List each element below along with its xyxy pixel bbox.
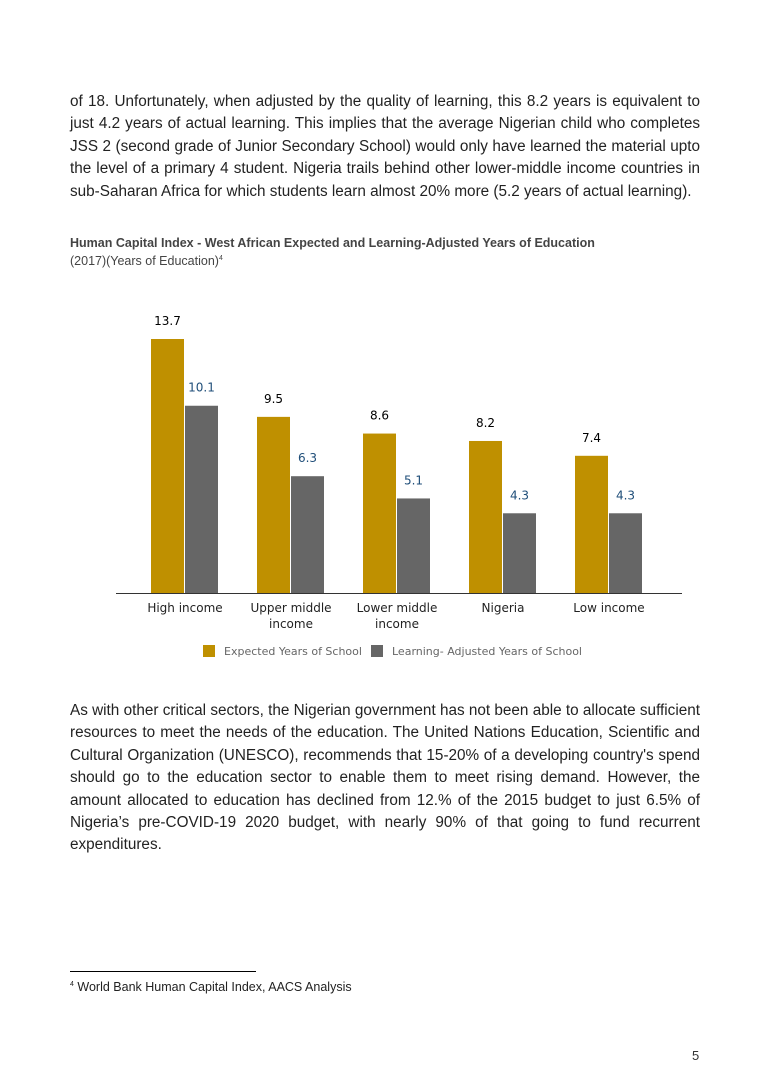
data-label: 5.1: [404, 473, 423, 487]
footnote-text: World Bank Human Capital Index, AACS Ana…: [77, 980, 352, 994]
bar-learning-adjusted: [291, 476, 324, 593]
data-label: 8.6: [370, 409, 389, 423]
bar-expected: [151, 339, 184, 593]
category-label: Nigeria: [482, 601, 525, 615]
bar-learning-adjusted: [185, 405, 218, 593]
category-label: Upper middle: [250, 601, 331, 615]
data-label: 8.2: [476, 416, 495, 430]
bar-learning-adjusted: [397, 498, 430, 593]
data-label: 4.3: [616, 488, 635, 502]
data-label: 7.4: [582, 431, 601, 445]
footnote-divider: [70, 971, 256, 972]
page-number: 5: [692, 1048, 700, 1063]
data-label: 10.1: [188, 381, 215, 395]
bar-expected: [363, 433, 396, 593]
chart-title: Human Capital Index - West African Expec…: [70, 236, 595, 250]
data-label: 4.3: [510, 488, 529, 502]
bar-learning-adjusted: [609, 513, 642, 593]
category-label: income: [375, 617, 419, 631]
chart-subtitle-text: (2017)(Years of Education): [70, 254, 219, 268]
legend-label: Learning- Adjusted Years of School: [392, 645, 582, 658]
bar-expected: [469, 440, 502, 593]
legend-swatch: [203, 645, 215, 657]
bar-expected: [575, 455, 608, 593]
category-label: income: [269, 617, 313, 631]
category-label: Low income: [573, 601, 644, 615]
category-label: High income: [147, 601, 222, 615]
footnote-number: 4: [70, 980, 74, 988]
data-label: 6.3: [298, 451, 317, 465]
legend-label: Expected Years of School: [224, 645, 362, 658]
footnote-ref: 4: [218, 254, 223, 262]
bar-expected: [257, 416, 290, 593]
bar-learning-adjusted: [503, 513, 536, 593]
data-label: 9.5: [264, 392, 283, 406]
footnote: 4 World Bank Human Capital Index, AACS A…: [70, 980, 352, 994]
chart-subtitle: (2017)(Years of Education)4: [70, 254, 223, 268]
paragraph-budget: As with other critical sectors, the Nige…: [70, 702, 700, 854]
bar-chart: 13.7 10.1 High income 9.5 6.3 Upper middle inc…: [116, 314, 682, 658]
paragraph-intro: of 18. Unfortunately, when adjusted by t…: [70, 93, 700, 200]
data-label: 13.7: [154, 314, 181, 328]
category-label: Lower middle: [357, 601, 438, 615]
legend-swatch: [371, 645, 383, 657]
